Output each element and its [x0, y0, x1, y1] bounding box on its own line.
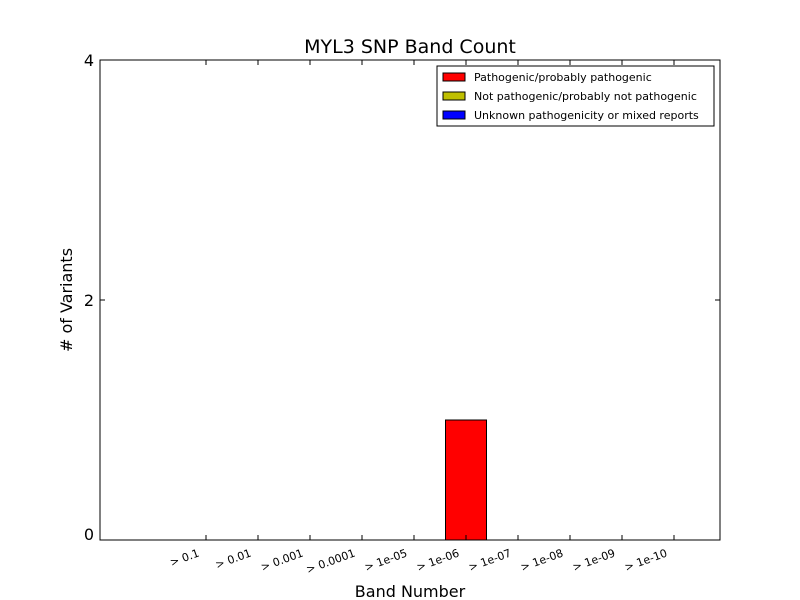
legend-label: Unknown pathogenicity or mixed reports	[474, 109, 699, 122]
legend-swatch	[442, 91, 466, 101]
ytick-label: 2	[84, 291, 94, 310]
y-axis-ticks: 0 2 4	[84, 51, 720, 544]
bars-group	[445, 419, 487, 541]
ytick-label: 0	[84, 525, 94, 544]
ytick-label: 4	[84, 51, 94, 70]
chart-title: MYL3 SNP Band Count	[304, 36, 516, 58]
legend-box	[436, 65, 715, 127]
legend-swatch	[442, 72, 466, 82]
legend: Pathogenic/probably pathogenic Not pathog…	[436, 65, 715, 127]
legend-swatch	[442, 110, 466, 120]
y-axis-label: # of Variants	[57, 248, 76, 352]
x-axis-label: Band Number	[355, 582, 466, 600]
legend-label: Pathogenic/probably pathogenic	[474, 71, 652, 84]
bar-pathogenic-5	[445, 419, 487, 541]
legend-label: Not pathogenic/probably not pathogenic	[474, 90, 697, 103]
